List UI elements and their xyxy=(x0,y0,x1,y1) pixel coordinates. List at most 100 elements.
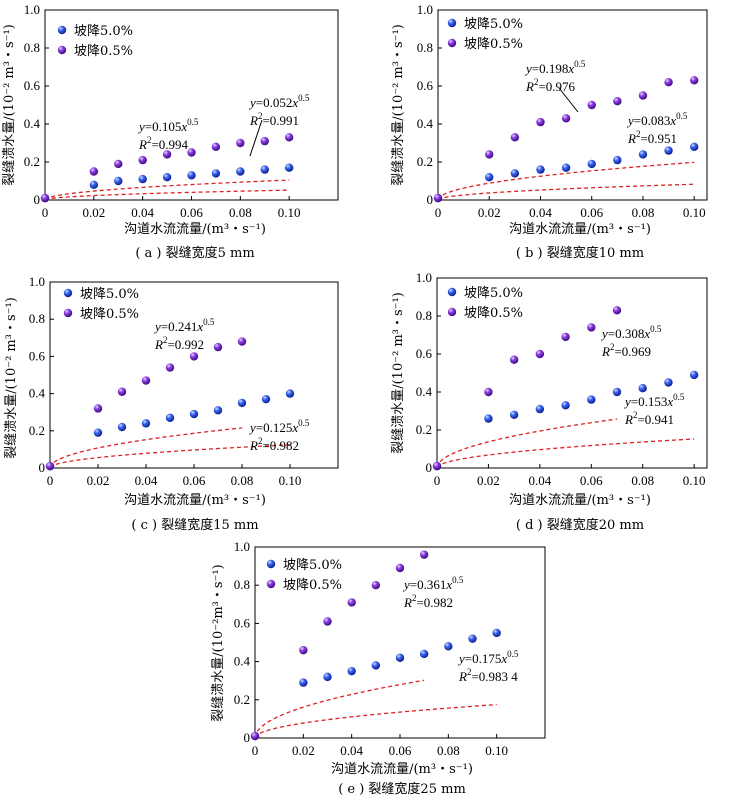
x-tick-label: 0.08 xyxy=(231,473,254,488)
x-tick-label: 0.08 xyxy=(229,205,252,220)
y-tick-label: 1.0 xyxy=(24,2,40,17)
panel-caption: ( c ) 裂缝宽度15 mm xyxy=(131,517,258,533)
data-point-slope-0-5pct xyxy=(165,363,175,372)
y-axis-title: 裂缝溃水量/(10⁻² m³・s⁻¹) xyxy=(2,24,17,186)
data-point-slope-5pct xyxy=(285,389,295,398)
data-point-slope-0-5pct xyxy=(213,342,223,352)
x-tick-label: 0.06 xyxy=(180,205,203,220)
data-point-slope-0-5pct xyxy=(323,617,332,626)
data-point-slope-0-5pct xyxy=(509,355,519,364)
x-tick-label: 0.10 xyxy=(485,743,508,758)
data-point-slope-5pct xyxy=(419,649,429,659)
y-tick-label: 0.8 xyxy=(417,40,433,55)
fit-curve-slope-5pct xyxy=(254,703,497,739)
y-tick-label: 0.4 xyxy=(234,654,251,669)
fit-slope-0-5pct-equation: y=0.105x0.5 xyxy=(137,117,199,134)
data-point-slope-5pct xyxy=(114,176,123,186)
plot-frame xyxy=(437,9,708,201)
x-tick-label: 0 xyxy=(435,205,442,220)
fit-curve-slope-5pct xyxy=(436,438,695,469)
y-tick-label: 0.2 xyxy=(24,154,40,169)
x-tick-label: 0.04 xyxy=(528,473,551,488)
y-tick-label: 1.0 xyxy=(416,270,432,285)
x-tick-label: 0.10 xyxy=(683,205,706,220)
data-point-slope-0-5pct xyxy=(638,91,648,100)
data-point-slope-5pct xyxy=(371,661,381,670)
legend-marker xyxy=(447,18,457,28)
y-tick-label-zero: 0 xyxy=(34,192,41,207)
panel-caption: ( a ) 裂缝宽度5 mm xyxy=(135,245,254,261)
data-point-slope-0-5pct xyxy=(40,193,50,203)
data-point-slope-0-5pct xyxy=(299,645,308,655)
x-tick-label: 0.02 xyxy=(82,205,105,220)
data-point-slope-0-5pct xyxy=(189,352,199,361)
fit-slope-5pct-equation: y=0.175x0.5 xyxy=(457,649,519,666)
data-point-slope-5pct xyxy=(664,378,673,387)
y-tick-label: 0.6 xyxy=(234,615,251,630)
data-point-slope-0-5pct xyxy=(236,138,245,148)
data-point-slope-0-5pct xyxy=(419,550,429,559)
data-point-slope-5pct xyxy=(261,394,271,404)
legend-marker xyxy=(266,559,276,569)
y-tick-label: 0.6 xyxy=(416,346,433,361)
data-point-slope-5pct xyxy=(492,628,501,638)
fit-slope-5pct-r-squared: R2=0.983 4 xyxy=(458,667,518,684)
fit-curve-slope-0-5pct xyxy=(436,418,618,469)
x-tick-label: 0.10 xyxy=(683,473,706,488)
data-point-slope-0-5pct xyxy=(613,97,622,106)
fit-curve-slope-0-5pct xyxy=(437,161,695,201)
y-tick-label: 0.4 xyxy=(29,386,46,401)
fit-slope-5pct-equation: y=0.125x0.5 xyxy=(248,418,310,435)
data-point-slope-0-5pct xyxy=(510,133,520,142)
data-point-slope-0-5pct xyxy=(587,323,596,332)
data-point-slope-0-5pct xyxy=(664,78,673,87)
data-point-slope-5pct xyxy=(323,672,332,682)
legend-marker xyxy=(57,45,67,55)
x-tick-label: 0.06 xyxy=(580,205,603,220)
y-tick-label-zero: 0 xyxy=(244,730,251,745)
data-point-slope-5pct xyxy=(587,395,596,404)
data-point-slope-5pct xyxy=(93,428,103,437)
chart-panel-3: 0 0.02 0.04 0.06 0.08 0.10 0.2 0.4 0.6 0.8 1.0 0 坡降5… xyxy=(4,274,339,533)
x-tick-label: 0.10 xyxy=(278,205,301,220)
legend-marker xyxy=(447,287,457,297)
fit-curve-slope-0-5pct xyxy=(44,179,290,201)
y-tick-label: 0.6 xyxy=(417,78,434,93)
y-tick-label: 0.2 xyxy=(416,422,432,437)
y-tick-label: 0.2 xyxy=(417,154,433,169)
data-point-slope-5pct xyxy=(638,384,647,393)
data-point-slope-0-5pct xyxy=(211,142,221,151)
y-tick-label: 0.2 xyxy=(29,423,45,438)
x-tick-label: 0.02 xyxy=(477,473,500,488)
legend-marker xyxy=(266,579,276,589)
data-point-slope-5pct xyxy=(689,370,699,380)
data-point-slope-5pct xyxy=(613,155,622,165)
data-point-slope-0-5pct xyxy=(432,461,442,471)
data-point-slope-5pct xyxy=(444,642,453,651)
data-point-slope-5pct xyxy=(612,387,622,397)
y-tick-label: 0.8 xyxy=(416,308,432,323)
legend-label: 坡降0.5% xyxy=(464,37,523,52)
data-point-slope-5pct xyxy=(536,165,545,174)
annotation-leader-line xyxy=(249,119,263,157)
x-axis-title: 沟道水流流量/(m³・s⁻¹) xyxy=(509,222,651,237)
data-point-slope-5pct xyxy=(299,678,308,687)
data-point-slope-5pct xyxy=(485,173,494,182)
data-point-slope-5pct xyxy=(561,401,570,410)
data-point-slope-0-5pct xyxy=(689,76,699,85)
fit-slope-5pct-r-squared: R2=0.951 xyxy=(627,129,677,146)
data-point-slope-5pct xyxy=(535,404,545,414)
data-point-slope-5pct xyxy=(141,419,151,428)
data-point-slope-0-5pct xyxy=(138,155,147,165)
data-point-slope-5pct xyxy=(395,653,405,662)
legend-label: 坡降0.5% xyxy=(74,44,133,59)
data-point-slope-0-5pct xyxy=(395,563,405,573)
fit-slope-0-5pct-r-squared: R2=0.992 xyxy=(154,335,204,352)
data-point-slope-5pct xyxy=(237,398,247,408)
y-tick-label: 0.8 xyxy=(234,577,250,592)
legend-label: 坡降5.0% xyxy=(464,17,523,32)
data-point-slope-0-5pct xyxy=(561,332,570,342)
data-point-slope-0-5pct xyxy=(93,404,103,413)
data-point-slope-0-5pct xyxy=(114,159,123,169)
